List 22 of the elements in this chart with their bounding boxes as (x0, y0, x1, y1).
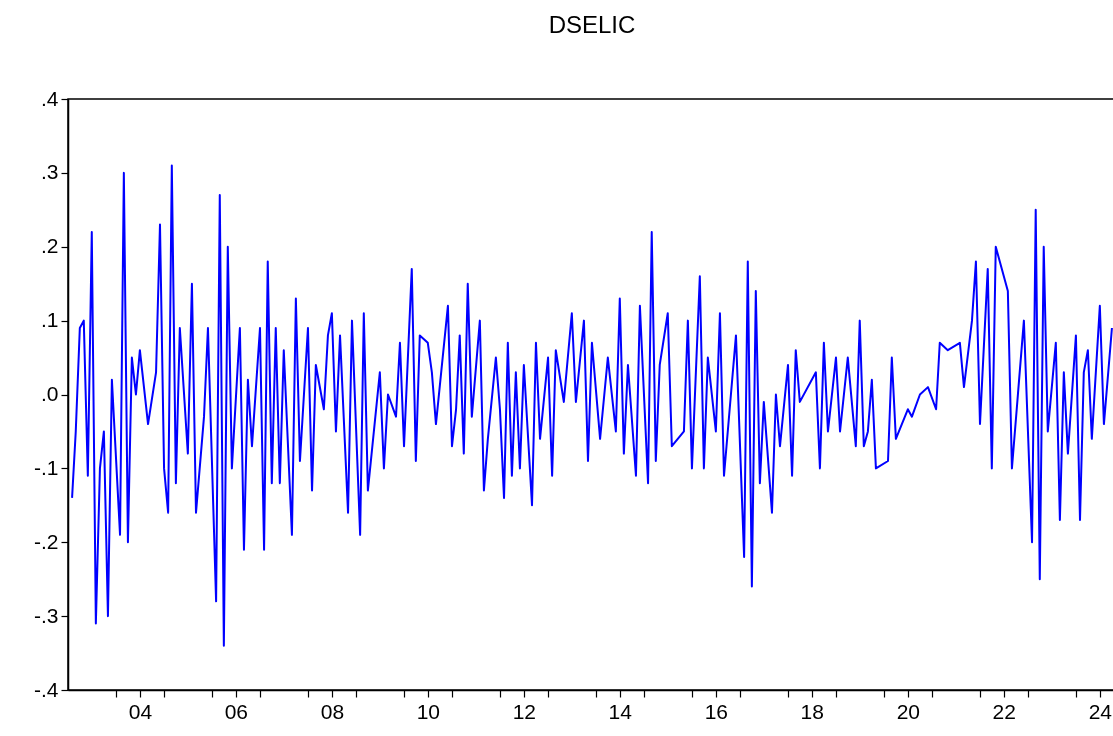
x-tick-label: 22 (992, 699, 1016, 723)
x-tick-label: 06 (224, 699, 248, 723)
y-tick-label: -.2 (33, 529, 59, 553)
y-tick-label: .2 (40, 234, 59, 258)
y-tick-label: -.4 (33, 677, 59, 701)
x-tick-label: 04 (128, 699, 153, 723)
x-tick-label: 14 (608, 699, 633, 723)
y-tick-label: .4 (40, 86, 59, 110)
y-tick-label: -.3 (33, 603, 59, 627)
y-tick-label: .3 (40, 160, 59, 184)
line-series (71, 164, 1113, 647)
x-tick-label: 12 (512, 699, 537, 723)
x-tick-label: 24 (1088, 699, 1113, 723)
x-tick-label: 08 (320, 699, 345, 723)
chart-title: DSELIC (548, 11, 636, 38)
y-tick-label: .1 (40, 308, 59, 332)
y-tick-label: .0 (40, 382, 59, 405)
x-tick-label: 18 (800, 699, 824, 723)
x-tick-label: 10 (416, 699, 440, 723)
y-tick-label: -.1 (33, 455, 59, 479)
x-tick-label: 20 (896, 699, 921, 723)
x-tick-label: 16 (704, 699, 729, 723)
